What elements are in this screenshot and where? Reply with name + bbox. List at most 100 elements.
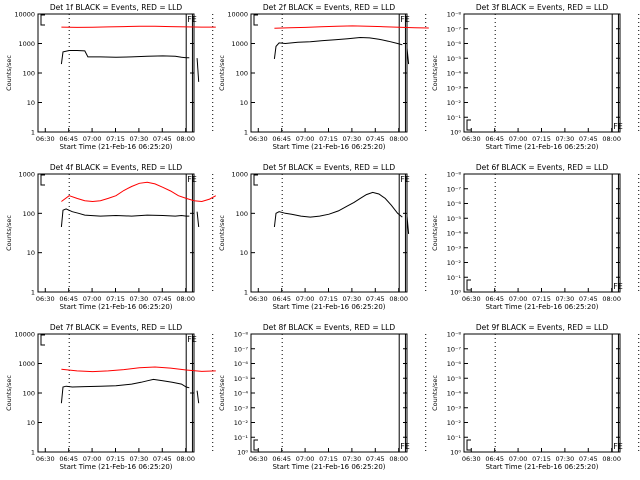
x-tick-label: 06:45 <box>485 135 504 143</box>
x-tick-label: 07:00 <box>296 135 315 143</box>
plot-panel: Det 9f BLACK = Events, RED = LLD 10⁰ 10⁻¹ 1… <box>431 323 640 471</box>
plot-title: Det 9f BLACK = Events, RED = LLD <box>476 323 609 332</box>
y-tick-label: 10⁻² <box>447 259 462 267</box>
x-tick-label: 07:30 <box>130 295 149 303</box>
plot-panel: Det 7f BLACK = Events, RED = LLD 1 10 100 10… <box>5 323 216 471</box>
fe-label: FE <box>187 175 197 184</box>
x-axis-label: Start Time (21-Feb-16 06:25:20) <box>272 463 385 471</box>
x-tick-label: 07:00 <box>83 455 102 463</box>
plot-frame <box>250 333 408 453</box>
x-tick-label: 06:45 <box>272 135 291 143</box>
x-tick-label: 07:30 <box>130 455 149 463</box>
y-tick-label: 10⁻² <box>447 99 462 107</box>
y-axis-label: Counts/sec <box>218 215 226 251</box>
x-tick-label: 06:30 <box>462 455 481 463</box>
y-tick-label: 10 <box>27 419 35 427</box>
x-tick-label: 07:00 <box>296 455 315 463</box>
x-tick-label: 06:45 <box>59 455 78 463</box>
y-tick-label: 10⁻² <box>234 419 249 427</box>
x-tick-label: 06:30 <box>249 295 268 303</box>
x-tick-label: 07:30 <box>343 455 362 463</box>
plot-frame <box>250 13 408 133</box>
fe-label: FE <box>400 15 410 24</box>
plot-panel: Det 4f BLACK = Events, RED = LLD 1 10 100 10… <box>5 163 217 311</box>
plot-title: Det 4f BLACK = Events, RED = LLD <box>50 163 183 172</box>
y-tick-label: 10⁻⁶ <box>447 360 462 368</box>
x-axis-label: Start Time (21-Feb-16 06:25:20) <box>485 303 598 311</box>
trace-segment-line <box>196 390 200 404</box>
x-tick-label: 08:00 <box>602 455 621 463</box>
x-tick-label: 08:00 <box>602 295 621 303</box>
x-tick-label: 07:15 <box>106 455 125 463</box>
y-tick-label: 10⁻⁸ <box>447 171 462 179</box>
bracket-marker <box>466 119 471 131</box>
y-tick-label: 10⁻⁶ <box>447 200 462 208</box>
x-tick-label: 06:45 <box>485 295 504 303</box>
bracket-marker <box>40 14 45 26</box>
x-tick-label: 06:45 <box>59 295 78 303</box>
x-tick-label: 07:00 <box>296 295 315 303</box>
lld-series-line <box>61 181 217 203</box>
x-tick-label: 07:00 <box>509 295 528 303</box>
x-tick-label: 06:45 <box>272 455 291 463</box>
x-tick-label: 07:45 <box>366 295 385 303</box>
y-axis-label: Counts/sec <box>5 375 13 411</box>
y-tick-label: 10 <box>27 99 35 107</box>
bracket-marker <box>253 174 258 186</box>
bracket-marker <box>466 279 471 291</box>
y-tick-label: 1000 <box>18 40 35 48</box>
x-tick-label: 07:45 <box>366 455 385 463</box>
y-tick-label: 10 <box>240 99 248 107</box>
x-tick-label: 07:45 <box>153 455 172 463</box>
y-tick-label: 100 <box>23 70 35 78</box>
y-tick-label: 10⁰ <box>450 129 461 137</box>
bracket-marker <box>253 439 258 451</box>
x-axis-label: Start Time (21-Feb-16 06:25:20) <box>272 303 385 311</box>
x-tick-label: 07:15 <box>532 455 551 463</box>
y-tick-label: 10⁻⁷ <box>447 185 462 193</box>
fe-label: FE <box>400 175 410 184</box>
x-axis-label: Start Time (21-Feb-16 06:25:20) <box>59 303 172 311</box>
x-tick-label: 07:15 <box>319 295 338 303</box>
y-tick-label: 1 <box>31 289 35 297</box>
y-tick-label: 1000 <box>231 40 248 48</box>
y-tick-label: 10⁻⁶ <box>234 360 249 368</box>
x-tick-label: 08:00 <box>389 455 408 463</box>
y-tick-label: 10⁻¹ <box>234 434 249 442</box>
fe-label: FE <box>187 335 197 344</box>
plot-frame <box>463 173 621 293</box>
y-tick-label: 10⁻⁵ <box>447 215 462 223</box>
x-tick-label: 06:45 <box>485 455 504 463</box>
x-tick-label: 07:30 <box>343 295 362 303</box>
bracket-marker <box>40 334 45 346</box>
y-tick-label: 1000 <box>18 360 35 368</box>
y-tick-label: 10⁻⁵ <box>447 55 462 63</box>
x-axis-label: Start Time (21-Feb-16 06:25:20) <box>485 143 598 151</box>
x-tick-label: 08:00 <box>602 135 621 143</box>
y-tick-label: 10⁻⁵ <box>234 375 249 383</box>
y-tick-label: 10⁻¹ <box>447 434 462 442</box>
lld-series-line <box>274 25 429 29</box>
plot-frame <box>37 173 195 293</box>
plot-frame <box>250 173 408 293</box>
x-tick-label: 06:30 <box>249 455 268 463</box>
y-axis-label: Counts/sec <box>218 55 226 91</box>
y-tick-label: 10⁻⁴ <box>447 70 462 78</box>
y-tick-label: 100 <box>23 390 35 398</box>
x-tick-label: 07:45 <box>366 135 385 143</box>
x-tick-label: 06:30 <box>36 295 55 303</box>
lld-series-line <box>61 25 216 28</box>
fe-label: FE <box>400 442 410 451</box>
plot-title: Det 6f BLACK = Events, RED = LLD <box>476 163 609 172</box>
y-tick-label: 10⁻⁷ <box>447 25 462 33</box>
y-tick-label: 10⁻⁴ <box>447 230 462 238</box>
y-tick-label: 10⁰ <box>237 449 248 457</box>
x-tick-label: 07:15 <box>532 295 551 303</box>
y-tick-label: 10⁻⁴ <box>447 390 462 398</box>
x-axis-label: Start Time (21-Feb-16 06:25:20) <box>272 143 385 151</box>
events-series-line <box>273 191 403 228</box>
y-tick-label: 1000 <box>18 171 35 179</box>
plot-title: Det 5f BLACK = Events, RED = LLD <box>263 163 396 172</box>
events-series-line <box>60 50 190 65</box>
